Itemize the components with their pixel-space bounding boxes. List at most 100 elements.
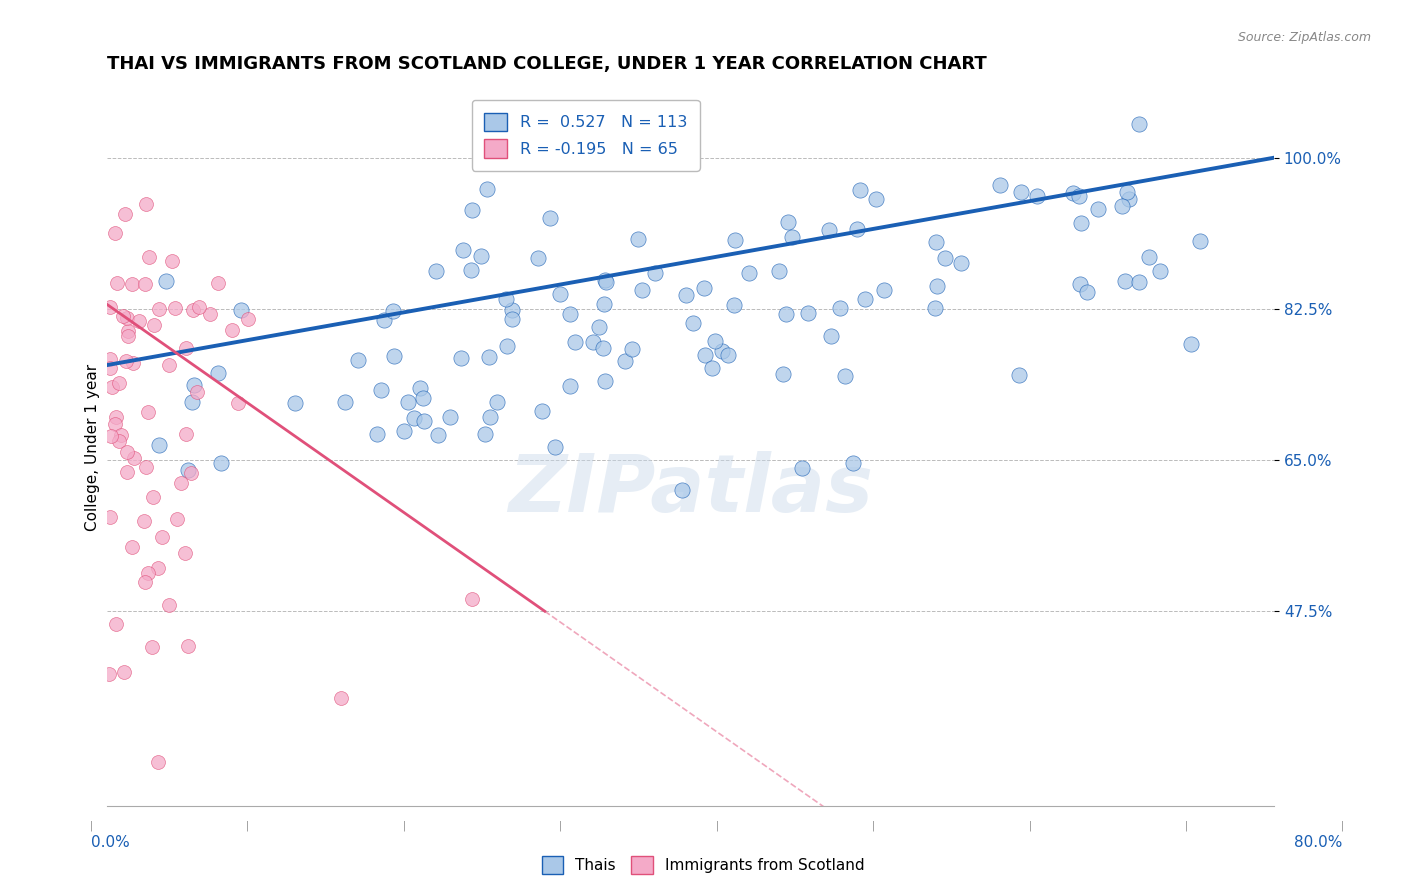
Point [593, 273, 616, 287]
Point [595, 374, 617, 388]
Point [792, 461, 814, 475]
Point [717, 348, 740, 362]
Point [412, 391, 434, 405]
Point [121, 541, 143, 555]
Point [477, 350, 499, 364]
Point [174, 427, 197, 442]
Point [135, 460, 157, 475]
Point [97, 667, 120, 681]
Text: 80.0%: 80.0% [1295, 836, 1343, 850]
Point [104, 417, 127, 431]
Point [347, 352, 370, 367]
Point [117, 465, 139, 479]
Point [166, 512, 188, 526]
Point [366, 427, 388, 442]
Point [470, 249, 492, 263]
Point [108, 434, 131, 448]
Point [842, 456, 865, 470]
Point [373, 312, 395, 326]
Point [1010, 186, 1032, 200]
Point [117, 324, 139, 338]
Point [142, 490, 165, 504]
Point [1149, 264, 1171, 278]
Point [114, 354, 136, 368]
Point [98, 509, 121, 524]
Point [132, 514, 155, 528]
Point [564, 335, 586, 350]
Point [627, 232, 650, 246]
Point [723, 298, 745, 312]
Text: |: | [560, 821, 562, 831]
Point [450, 351, 472, 366]
Text: |: | [1185, 821, 1188, 831]
Point [98, 360, 121, 375]
Point [381, 304, 404, 318]
Point [724, 233, 747, 247]
Point [711, 343, 734, 358]
Point [121, 277, 143, 292]
Point [122, 450, 145, 465]
Point [865, 192, 887, 206]
Point [231, 303, 253, 318]
Point [474, 427, 496, 442]
Point [134, 277, 156, 291]
Point [1128, 275, 1150, 289]
Point [200, 307, 222, 321]
Point [1118, 192, 1140, 206]
Point [1180, 337, 1202, 351]
Point [501, 302, 523, 317]
Point [439, 409, 461, 424]
Point [98, 352, 121, 367]
Point [460, 263, 482, 277]
Point [738, 266, 761, 280]
Point [527, 251, 550, 265]
Point [157, 358, 180, 372]
Text: |: | [1341, 821, 1344, 831]
Point [496, 339, 519, 353]
Point [538, 211, 561, 225]
Point [176, 463, 198, 477]
Point [155, 274, 177, 288]
Point [703, 334, 725, 349]
Point [797, 306, 820, 320]
Point [238, 312, 260, 326]
Point [1069, 189, 1091, 203]
Point [925, 278, 948, 293]
Point [1069, 277, 1091, 292]
Point [593, 297, 616, 311]
Point [451, 243, 474, 257]
Point [478, 410, 501, 425]
Point [775, 308, 797, 322]
Point [693, 348, 716, 362]
Point [100, 380, 122, 394]
Point [477, 182, 499, 196]
Point [382, 349, 405, 363]
Point [1128, 117, 1150, 131]
Point [122, 356, 145, 370]
Point [114, 207, 136, 221]
Point [177, 639, 200, 653]
Point [820, 329, 842, 343]
Point [136, 566, 159, 581]
Point [924, 301, 946, 315]
Point [180, 466, 202, 480]
Point [148, 301, 170, 316]
Point [141, 640, 163, 654]
Point [180, 395, 202, 409]
Point [853, 292, 876, 306]
Point [110, 428, 132, 442]
Point [595, 275, 617, 289]
Point [284, 396, 307, 410]
Point [782, 229, 804, 244]
Point [461, 592, 484, 607]
Point [817, 223, 839, 237]
Point [146, 756, 169, 770]
Point [134, 575, 156, 590]
Point [370, 383, 392, 397]
Y-axis label: College, Under 1 year: College, Under 1 year [86, 364, 100, 531]
Text: |: | [246, 821, 249, 831]
Point [631, 283, 654, 297]
Point [682, 316, 704, 330]
Point [100, 428, 122, 442]
Point [104, 410, 127, 425]
